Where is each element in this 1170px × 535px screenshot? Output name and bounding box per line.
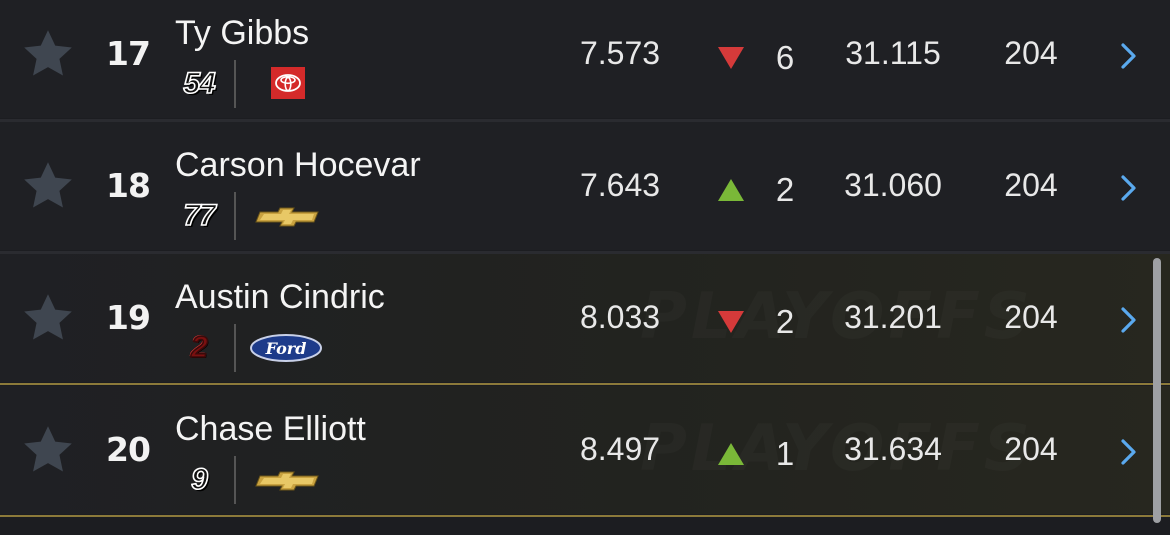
- driver-name: Austin Cindric: [175, 278, 385, 316]
- position-change: 2: [775, 171, 795, 208]
- divider: [234, 456, 236, 504]
- car-number: 9: [190, 462, 208, 497]
- driver-row[interactable]: PLAYOFFS 20 Chase Elliott 9 8.497 1 31.6…: [0, 386, 1170, 514]
- position-number: 17: [106, 34, 151, 73]
- divider: [234, 192, 236, 240]
- interval-value: 7.643: [579, 167, 661, 203]
- ford-logo-icon: Ford: [250, 334, 322, 362]
- svg-text:Ford: Ford: [265, 339, 307, 358]
- chevrolet-logo-icon: [255, 471, 319, 491]
- driver-row[interactable]: 17 Ty Gibbs 54 7.573 6 31.115 204: [0, 0, 1170, 118]
- last-lap-time: 31.060: [844, 167, 942, 203]
- position-up-icon: [718, 179, 744, 201]
- position-down-icon: [718, 311, 744, 333]
- driver-name: Carson Hocevar: [175, 146, 421, 184]
- playoff-cutoff-line: [0, 515, 1170, 517]
- laps-completed: 204: [1004, 35, 1058, 71]
- position-change: 2: [775, 303, 795, 340]
- toyota-logo-icon: [271, 67, 305, 99]
- driver-row[interactable]: PLAYOFFS 19 Austin Cindric 2 Ford 8.033 …: [0, 254, 1170, 382]
- row-separator: [0, 251, 1170, 254]
- divider: [234, 60, 236, 108]
- last-lap-time: 31.201: [844, 299, 942, 335]
- driver-name: Chase Elliott: [175, 410, 366, 448]
- interval-value: 7.573: [579, 35, 661, 71]
- car-number: 77: [183, 198, 217, 233]
- position-change: 6: [775, 39, 795, 76]
- divider: [234, 324, 236, 372]
- car-number: 54: [183, 66, 217, 101]
- scrollbar-thumb[interactable]: [1153, 258, 1161, 523]
- position-number: 18: [106, 166, 151, 205]
- laps-completed: 204: [1004, 431, 1058, 467]
- interval-value: 8.033: [579, 299, 661, 335]
- playoff-cutoff-line: [0, 383, 1170, 385]
- chevron-right-icon[interactable]: [1118, 41, 1140, 71]
- favorite-star-icon[interactable]: [20, 26, 76, 82]
- position-up-icon: [718, 443, 744, 465]
- chevron-right-icon[interactable]: [1118, 437, 1140, 467]
- car-number: 2: [190, 330, 208, 365]
- driver-name: Ty Gibbs: [175, 14, 310, 52]
- position-down-icon: [718, 47, 744, 69]
- position-number: 20: [106, 430, 151, 469]
- chevron-right-icon[interactable]: [1118, 305, 1140, 335]
- row-separator: [0, 119, 1170, 122]
- laps-completed: 204: [1004, 299, 1058, 335]
- interval-value: 8.497: [579, 431, 661, 467]
- laps-completed: 204: [1004, 167, 1058, 203]
- favorite-star-icon[interactable]: [20, 290, 76, 346]
- favorite-star-icon[interactable]: [20, 158, 76, 214]
- driver-row[interactable]: 18 Carson Hocevar 77 7.643 2 31.060 204: [0, 122, 1170, 250]
- last-lap-time: 31.115: [845, 35, 941, 71]
- chevrolet-logo-icon: [255, 207, 319, 227]
- favorite-star-icon[interactable]: [20, 422, 76, 478]
- position-number: 19: [106, 298, 151, 337]
- chevron-right-icon[interactable]: [1118, 173, 1140, 203]
- position-change: 1: [775, 435, 795, 472]
- last-lap-time: 31.634: [844, 431, 942, 467]
